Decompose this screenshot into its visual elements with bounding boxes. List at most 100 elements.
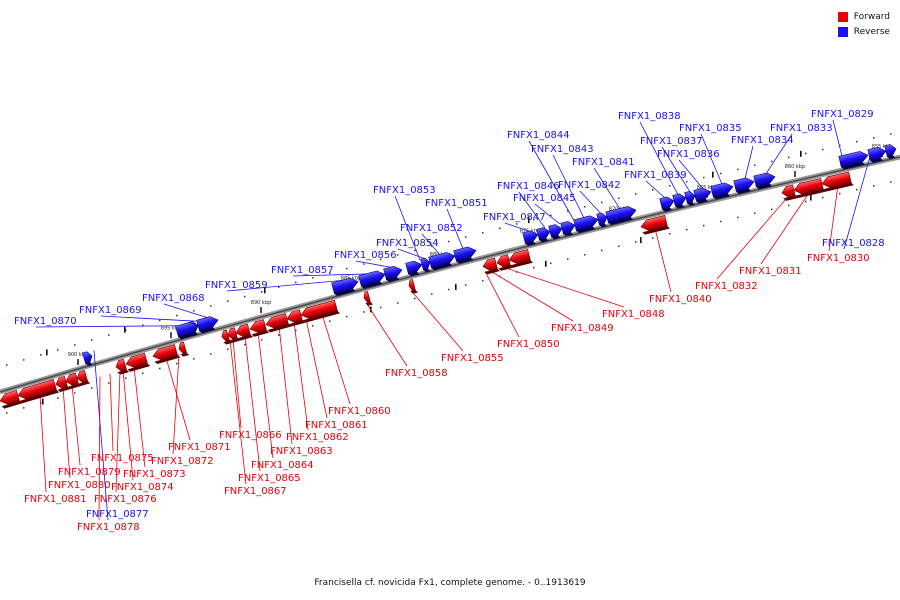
gene-label[interactable]: FNFX1_0876 <box>94 494 157 505</box>
reverse-gene-feature[interactable] <box>867 146 888 164</box>
gene-label[interactable]: FNFX1_0862 <box>286 432 349 443</box>
gene-label[interactable]: FNFX1_0873 <box>123 469 186 480</box>
gene-label[interactable]: FNFX1_0835 <box>679 123 742 134</box>
gene-label[interactable]: FNFX1_0850 <box>497 339 560 350</box>
gene-label[interactable]: FNFX1_0867 <box>224 486 287 497</box>
gene-label[interactable]: FNFX1_0856 <box>334 250 397 261</box>
reverse-gene-feature[interactable] <box>383 265 405 283</box>
reverse-gene-feature[interactable] <box>196 315 221 334</box>
gene-label[interactable]: FNFX1_0839 <box>624 170 687 181</box>
reverse-gene-feature[interactable] <box>331 276 361 297</box>
forward-gene-feature[interactable] <box>363 290 374 306</box>
forward-gene-feature[interactable] <box>75 370 91 387</box>
gene-label[interactable]: FNFX1_0830 <box>807 253 870 264</box>
gene-label[interactable]: FNFX1_0840 <box>649 294 712 305</box>
gene-label[interactable]: FNFX1_0836 <box>657 149 720 160</box>
forward-gene-feature[interactable] <box>496 254 514 271</box>
reverse-gene-feature[interactable] <box>884 144 898 160</box>
gene-label[interactable]: FNFX1_0863 <box>270 446 333 457</box>
reverse-gene-feature[interactable] <box>358 269 388 289</box>
gene-label[interactable]: FNFX1_0881 <box>24 494 87 505</box>
gene-label[interactable]: FNFX1_0832 <box>695 281 758 292</box>
gene-label[interactable]: FNFX1_0853 <box>373 185 436 196</box>
reverse-gene-feature[interactable] <box>684 190 697 206</box>
reverse-gene-feature[interactable] <box>573 214 600 234</box>
reverse-gene-feature[interactable] <box>710 181 735 200</box>
gene-label[interactable]: FNFX1_0868 <box>142 293 205 304</box>
gene-label[interactable]: FNFX1_0848 <box>602 309 665 320</box>
gene-label[interactable]: FNFX1_0833 <box>770 123 833 134</box>
gene-label[interactable]: FNFX1_0846 <box>497 181 560 192</box>
reverse-gene-feature[interactable] <box>605 205 638 226</box>
gene-label[interactable]: FNFX1_0869 <box>79 305 142 316</box>
reverse-gene-feature[interactable] <box>405 259 425 277</box>
gene-label[interactable]: FNFX1_0855 <box>441 353 504 364</box>
gene-label[interactable]: FNFX1_0859 <box>205 280 268 291</box>
reverse-gene-feature[interactable] <box>82 351 94 367</box>
gene-label[interactable]: FNFX1_0865 <box>238 473 301 484</box>
gene-label[interactable]: FNFX1_0871 <box>168 442 231 453</box>
gene-label[interactable]: FNFX1_0878 <box>77 522 140 533</box>
reverse-gene-feature[interactable] <box>175 320 201 340</box>
gene-label[interactable]: FNFX1_0829 <box>811 109 874 120</box>
forward-gene-feature[interactable] <box>821 171 854 193</box>
forward-gene-feature[interactable] <box>227 327 241 343</box>
forward-gene-feature[interactable] <box>408 279 419 294</box>
gene-label[interactable]: FNFX1_0852 <box>400 223 463 234</box>
forward-gene-feature[interactable] <box>151 344 181 365</box>
forward-gene-feature[interactable] <box>16 379 60 404</box>
reverse-gene-feature[interactable] <box>428 251 458 271</box>
gene-label[interactable]: FNFX1_0849 <box>551 323 614 334</box>
reverse-gene-feature[interactable] <box>420 257 433 273</box>
forward-gene-feature[interactable] <box>640 215 670 235</box>
reverse-gene-feature[interactable] <box>693 187 713 204</box>
gene-label[interactable]: FNFX1_0877 <box>86 509 149 520</box>
gene-label[interactable]: FNFX1_0828 <box>822 238 885 249</box>
gene-label[interactable]: FNFX1_0837 <box>640 136 703 147</box>
gene-label[interactable]: FNFX1_0870 <box>14 316 77 327</box>
reverse-gene-feature[interactable] <box>548 223 564 240</box>
forward-gene-feature[interactable] <box>793 178 826 199</box>
forward-gene-feature[interactable] <box>781 184 798 201</box>
gene-label[interactable]: FNFX1_0879 <box>58 467 121 478</box>
forward-gene-feature[interactable] <box>508 249 534 268</box>
forward-gene-feature[interactable] <box>300 299 341 324</box>
reverse-gene-feature[interactable] <box>536 226 552 243</box>
gene-label[interactable]: FNFX1_0875 <box>91 453 154 464</box>
forward-gene-feature[interactable] <box>124 352 151 373</box>
reverse-gene-feature[interactable] <box>838 150 870 170</box>
forward-gene-feature[interactable] <box>249 319 270 337</box>
forward-gene-feature[interactable] <box>482 257 501 275</box>
reverse-gene-feature[interactable] <box>522 229 540 246</box>
forward-gene-feature[interactable] <box>178 341 190 357</box>
reverse-gene-feature[interactable] <box>672 193 688 210</box>
gene-label[interactable]: FNFX1_0854 <box>376 238 439 249</box>
gene-label[interactable]: FNFX1_0864 <box>251 460 314 471</box>
forward-gene-feature[interactable] <box>114 358 130 376</box>
gene-label[interactable]: FNFX1_0841 <box>572 157 635 168</box>
gene-label[interactable]: FNFX1_0834 <box>731 135 794 146</box>
forward-gene-feature[interactable] <box>221 329 233 345</box>
forward-gene-feature[interactable] <box>54 375 71 393</box>
gene-label[interactable]: FNFX1_0861 <box>305 420 368 431</box>
gene-label[interactable]: FNFX1_0858 <box>385 368 448 379</box>
forward-gene-feature[interactable] <box>0 390 23 409</box>
reverse-gene-feature[interactable] <box>453 245 479 264</box>
reverse-gene-feature[interactable] <box>753 171 777 190</box>
gene-label[interactable]: FNFX1_0874 <box>111 482 174 493</box>
gene-label[interactable]: FNFX1_0872 <box>151 456 214 467</box>
forward-gene-feature[interactable] <box>235 323 254 342</box>
forward-gene-feature[interactable] <box>265 313 292 333</box>
gene-label[interactable]: FNFX1_0845 <box>513 193 576 204</box>
gene-label[interactable]: FNFX1_0880 <box>48 480 111 491</box>
forward-gene-feature[interactable] <box>64 372 82 390</box>
reverse-gene-feature[interactable] <box>733 176 756 194</box>
gene-label[interactable]: FNFX1_0843 <box>531 144 594 155</box>
gene-label[interactable]: FNFX1_0851 <box>425 198 488 209</box>
gene-label[interactable]: FNFX1_0860 <box>328 406 391 417</box>
reverse-gene-feature[interactable] <box>596 212 609 228</box>
gene-label[interactable]: FNFX1_0866 <box>219 430 282 441</box>
gene-label[interactable]: FNFX1_0844 <box>507 130 570 141</box>
reverse-gene-feature[interactable] <box>560 220 577 237</box>
gene-label[interactable]: FNFX1_0831 <box>739 266 802 277</box>
